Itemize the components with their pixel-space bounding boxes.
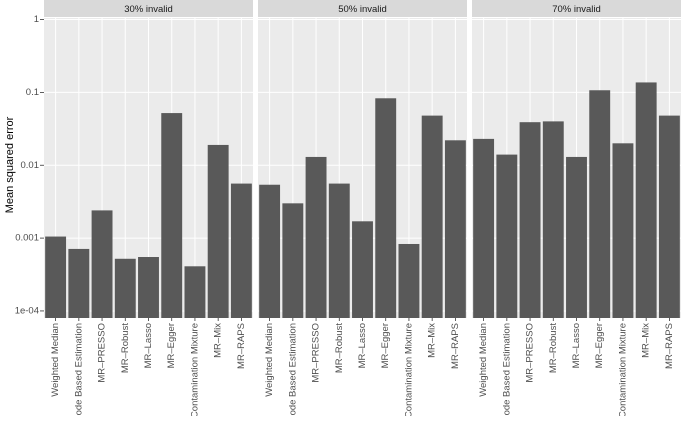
x-tick-label: MR–RAPS (664, 323, 675, 369)
bar (328, 183, 350, 318)
bar (282, 203, 304, 318)
bar (612, 143, 634, 318)
x-tick-label: MR–PRESSO (97, 323, 108, 383)
y-tick-label: 0.1 (26, 87, 39, 98)
x-tick-label: MR–RAPS (450, 323, 461, 369)
bar (352, 221, 373, 318)
bar (91, 210, 113, 318)
bar (114, 258, 136, 318)
bar (496, 154, 518, 318)
y-tick-label: 0.01 (21, 160, 40, 171)
x-tick-label: MR–Egger (166, 323, 177, 368)
facet-strip (44, 0, 253, 17)
facet-strip (472, 0, 681, 17)
bar (473, 138, 495, 318)
bar (305, 156, 327, 318)
x-tick-label: MR–PRESSO (311, 323, 322, 383)
bar (45, 236, 67, 318)
x-tick-label: MR–Mix (641, 323, 652, 358)
x-tick-label: Weighted Median (50, 323, 61, 397)
bar (658, 115, 680, 318)
x-tick-label: MR–PRESSO (525, 323, 536, 383)
bar (259, 184, 281, 318)
x-tick-label: MR–Robust (120, 323, 131, 374)
x-tick-label: MR–Lasso (357, 323, 368, 368)
bar (68, 248, 90, 318)
bar (398, 243, 420, 318)
x-tick-label: MR–Robust (548, 323, 559, 374)
x-tick-label: Contamination Mixture (617, 323, 628, 416)
bar (161, 113, 183, 318)
x-tick-label: Mode Based Estimation (287, 323, 298, 416)
bar (138, 257, 159, 318)
y-tick-label: 0.001 (15, 233, 39, 244)
y-axis-label: Mean squared error (4, 116, 16, 213)
x-tick-label: Contamination Mixture (403, 323, 414, 416)
facet-title: 70% invalid (552, 4, 601, 15)
x-tick-label: MR–RAPS (236, 323, 247, 369)
bar (421, 115, 443, 318)
facet-title: 50% invalid (338, 4, 387, 15)
bar (207, 144, 229, 318)
x-tick-label: MR–Lasso (143, 323, 154, 368)
y-tick-label: 1e-04 (15, 305, 39, 316)
bar (566, 156, 587, 318)
bar (230, 183, 252, 318)
x-tick-label: MR–Mix (213, 323, 224, 358)
x-tick-label: Weighted Median (478, 323, 489, 397)
bar (542, 121, 564, 318)
x-tick-label: Mode Based Estimation (73, 323, 84, 416)
x-tick-label: MR–Lasso (571, 323, 582, 368)
bar (375, 98, 397, 318)
y-tick-label: 1 (34, 14, 39, 25)
x-tick-label: Contamination Mixture (189, 323, 200, 416)
bar (635, 82, 657, 318)
x-tick-label: MR–Robust (334, 323, 345, 374)
bar (519, 122, 541, 319)
x-tick-label: MR–Egger (594, 323, 605, 368)
facet-strip (258, 0, 467, 17)
x-tick-label: MR–Egger (380, 323, 391, 368)
bar (444, 140, 466, 318)
x-tick-label: Weighted Median (264, 323, 275, 397)
bar (589, 90, 611, 318)
bar (184, 266, 206, 318)
x-tick-label: Mode Based Estimation (501, 323, 512, 416)
x-tick-label: MR–Mix (427, 323, 438, 358)
facet-title: 30% invalid (124, 4, 173, 15)
